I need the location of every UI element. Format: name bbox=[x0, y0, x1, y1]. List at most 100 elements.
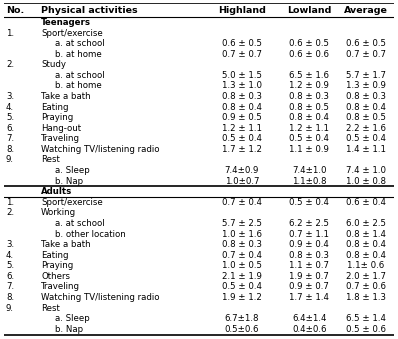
Text: 6.7±1.8: 6.7±1.8 bbox=[224, 314, 259, 323]
Text: 0.7 ± 1.1: 0.7 ± 1.1 bbox=[289, 230, 329, 239]
Text: 0.5 ± 0.4: 0.5 ± 0.4 bbox=[222, 134, 262, 143]
Text: 0.6 ± 0.5: 0.6 ± 0.5 bbox=[346, 39, 386, 48]
Text: Sport/exercise: Sport/exercise bbox=[41, 28, 103, 38]
Text: 0.8 ± 0.4: 0.8 ± 0.4 bbox=[346, 251, 386, 260]
Text: 6.: 6. bbox=[6, 272, 14, 281]
Text: 1.0 ± 0.8: 1.0 ± 0.8 bbox=[346, 177, 386, 186]
Text: 2.: 2. bbox=[6, 60, 14, 69]
Text: 1.0±0.7: 1.0±0.7 bbox=[224, 177, 259, 186]
Text: 0.5 ± 0.4: 0.5 ± 0.4 bbox=[289, 134, 329, 143]
Text: 8.: 8. bbox=[6, 293, 14, 302]
Text: Watching TV/listening radio: Watching TV/listening radio bbox=[41, 293, 160, 302]
Text: a. at school: a. at school bbox=[55, 219, 104, 228]
Text: 0.7 ± 0.7: 0.7 ± 0.7 bbox=[222, 50, 262, 59]
Text: 0.5 ± 0.4: 0.5 ± 0.4 bbox=[289, 198, 329, 207]
Text: 7.: 7. bbox=[6, 282, 14, 292]
Text: Average: Average bbox=[344, 6, 388, 15]
Text: 6.: 6. bbox=[6, 124, 14, 133]
Text: 9.: 9. bbox=[6, 156, 14, 164]
Text: 0.7 ± 0.4: 0.7 ± 0.4 bbox=[222, 198, 262, 207]
Text: 0.5 ± 0.6: 0.5 ± 0.6 bbox=[346, 325, 386, 334]
Text: Traveling: Traveling bbox=[41, 282, 80, 292]
Text: Watching TV/listening radio: Watching TV/listening radio bbox=[41, 145, 160, 154]
Text: 0.7 ± 0.7: 0.7 ± 0.7 bbox=[346, 50, 386, 59]
Text: Praying: Praying bbox=[41, 113, 73, 122]
Text: 0.6 ± 0.6: 0.6 ± 0.6 bbox=[289, 50, 329, 59]
Text: Working: Working bbox=[41, 208, 76, 217]
Text: 1.7 ± 1.2: 1.7 ± 1.2 bbox=[222, 145, 262, 154]
Text: 0.9 ± 0.4: 0.9 ± 0.4 bbox=[289, 240, 329, 249]
Text: Hang-out: Hang-out bbox=[41, 124, 81, 133]
Text: 0.6 ± 0.5: 0.6 ± 0.5 bbox=[222, 39, 262, 48]
Text: 1.2 ± 1.1: 1.2 ± 1.1 bbox=[289, 124, 329, 133]
Text: 1.0 ± 0.5: 1.0 ± 0.5 bbox=[222, 261, 262, 270]
Text: 1.7 ± 1.4: 1.7 ± 1.4 bbox=[289, 293, 329, 302]
Text: Physical activities: Physical activities bbox=[41, 6, 138, 15]
Text: 1.9 ± 1.2: 1.9 ± 1.2 bbox=[222, 293, 262, 302]
Text: 5.: 5. bbox=[6, 113, 14, 122]
Text: 0.4±0.6: 0.4±0.6 bbox=[292, 325, 326, 334]
Text: 7.: 7. bbox=[6, 134, 14, 143]
Text: 6.5 ± 1.6: 6.5 ± 1.6 bbox=[289, 71, 329, 80]
Text: 1.3 ± 1.0: 1.3 ± 1.0 bbox=[222, 81, 262, 91]
Text: 1.1 ± 0.9: 1.1 ± 0.9 bbox=[289, 145, 329, 154]
Text: Adults: Adults bbox=[41, 187, 72, 196]
Text: 2.: 2. bbox=[6, 208, 14, 217]
Text: 1.4 ± 1.1: 1.4 ± 1.1 bbox=[346, 145, 386, 154]
Text: 8.: 8. bbox=[6, 145, 14, 154]
Text: 4.: 4. bbox=[6, 103, 14, 112]
Text: Sport/exercise: Sport/exercise bbox=[41, 198, 103, 207]
Text: Take a bath: Take a bath bbox=[41, 92, 91, 101]
Text: 2.0 ± 1.7: 2.0 ± 1.7 bbox=[346, 272, 386, 281]
Text: 7.4 ± 1.0: 7.4 ± 1.0 bbox=[346, 166, 386, 175]
Text: 3.: 3. bbox=[6, 240, 14, 249]
Text: a. at school: a. at school bbox=[55, 39, 104, 48]
Text: 0.8 ± 0.4: 0.8 ± 0.4 bbox=[222, 103, 262, 112]
Text: 7.4±0.9: 7.4±0.9 bbox=[225, 166, 259, 175]
Text: 5.7 ± 2.5: 5.7 ± 2.5 bbox=[222, 219, 262, 228]
Text: 0.8 ± 0.3: 0.8 ± 0.3 bbox=[346, 92, 386, 101]
Text: a. Sleep: a. Sleep bbox=[55, 166, 90, 175]
Text: 6.0 ± 2.5: 6.0 ± 2.5 bbox=[346, 219, 386, 228]
Text: Eating: Eating bbox=[41, 103, 68, 112]
Text: 3.: 3. bbox=[6, 92, 14, 101]
Text: 1.9 ± 0.7: 1.9 ± 0.7 bbox=[289, 272, 329, 281]
Text: 0.8 ± 0.3: 0.8 ± 0.3 bbox=[222, 240, 262, 249]
Text: 1.0 ± 1.6: 1.0 ± 1.6 bbox=[222, 230, 262, 239]
Text: Rest: Rest bbox=[41, 304, 60, 313]
Text: Highland: Highland bbox=[218, 6, 266, 15]
Text: No.: No. bbox=[6, 6, 24, 15]
Text: 0.8 ± 0.3: 0.8 ± 0.3 bbox=[289, 92, 329, 101]
Text: 0.9 ± 0.5: 0.9 ± 0.5 bbox=[222, 113, 262, 122]
Text: Take a bath: Take a bath bbox=[41, 240, 91, 249]
Text: 0.7 ± 0.6: 0.7 ± 0.6 bbox=[346, 282, 386, 292]
Text: 2.1 ± 1.9: 2.1 ± 1.9 bbox=[222, 272, 262, 281]
Text: b. at home: b. at home bbox=[55, 81, 101, 91]
Text: Lowland: Lowland bbox=[287, 6, 332, 15]
Text: 1.2 ± 1.1: 1.2 ± 1.1 bbox=[222, 124, 262, 133]
Text: Teenagers: Teenagers bbox=[41, 18, 91, 27]
Text: 0.8 ± 0.4: 0.8 ± 0.4 bbox=[289, 113, 329, 122]
Text: 1.1±0.8: 1.1±0.8 bbox=[292, 177, 326, 186]
Text: 0.8 ± 0.3: 0.8 ± 0.3 bbox=[289, 251, 329, 260]
Text: 6.2 ± 2.5: 6.2 ± 2.5 bbox=[289, 219, 329, 228]
Text: 1.: 1. bbox=[6, 28, 14, 38]
Text: 5.7 ± 1.7: 5.7 ± 1.7 bbox=[346, 71, 386, 80]
Text: 0.5±0.6: 0.5±0.6 bbox=[224, 325, 259, 334]
Text: 0.5 ± 0.4: 0.5 ± 0.4 bbox=[346, 134, 386, 143]
Text: 1.2 ± 0.9: 1.2 ± 0.9 bbox=[289, 81, 329, 91]
Text: 6.5 ± 1.4: 6.5 ± 1.4 bbox=[346, 314, 386, 323]
Text: 0.6 ± 0.4: 0.6 ± 0.4 bbox=[346, 198, 386, 207]
Text: 6.4±1.4: 6.4±1.4 bbox=[292, 314, 326, 323]
Text: 7.4±1.0: 7.4±1.0 bbox=[292, 166, 326, 175]
Text: 0.9 ± 0.7: 0.9 ± 0.7 bbox=[289, 282, 329, 292]
Text: 0.8 ± 0.5: 0.8 ± 0.5 bbox=[346, 113, 386, 122]
Text: 0.8 ± 0.4: 0.8 ± 0.4 bbox=[346, 240, 386, 249]
Text: Eating: Eating bbox=[41, 251, 68, 260]
Text: b. other location: b. other location bbox=[55, 230, 125, 239]
Text: 5.0 ± 1.5: 5.0 ± 1.5 bbox=[222, 71, 262, 80]
Text: 5.: 5. bbox=[6, 261, 14, 270]
Text: a. Sleep: a. Sleep bbox=[55, 314, 90, 323]
Text: 1.8 ± 1.3: 1.8 ± 1.3 bbox=[346, 293, 386, 302]
Text: 1.1± 0.6: 1.1± 0.6 bbox=[347, 261, 384, 270]
